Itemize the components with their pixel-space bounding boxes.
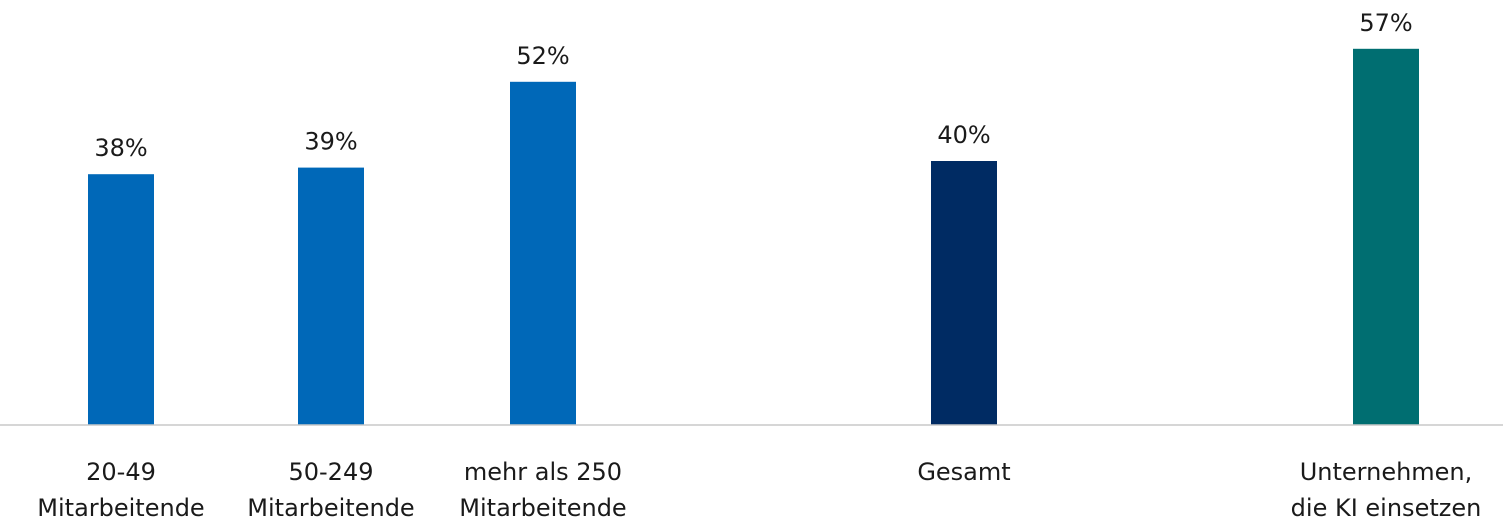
- bar-0: [88, 174, 154, 425]
- value-label-1: 39%: [304, 128, 357, 156]
- value-label-0: 38%: [94, 134, 147, 162]
- bar-4: [1353, 48, 1419, 426]
- category-label-3-line-0: Gesamt: [917, 458, 1010, 486]
- category-label-2-line-1: Mitarbeitende: [459, 494, 626, 522]
- category-label-2-line-0: mehr als 250: [464, 458, 622, 486]
- category-label-4-line-1: die KI einsetzen: [1291, 494, 1482, 522]
- bar-2: [510, 81, 576, 426]
- category-label-1-line-0: 50-249: [288, 458, 373, 486]
- category-label-0-line-0: 20-49: [86, 458, 156, 486]
- value-label-4: 57%: [1359, 9, 1412, 37]
- category-label-1-line-1: Mitarbeitende: [247, 494, 414, 522]
- category-label-0-line-1: Mitarbeitende: [37, 494, 204, 522]
- value-labels-group: 38% 39% 52% 40% 57%: [94, 9, 1412, 162]
- bar-1: [298, 167, 364, 425]
- value-label-2: 52%: [516, 42, 569, 70]
- bars-group: [88, 48, 1419, 426]
- category-labels-group: 20-49 Mitarbeitende 50-249 Mitarbeitende meh…: [37, 458, 1481, 522]
- category-label-4-line-0: Unternehmen,: [1300, 458, 1473, 486]
- bar-3: [931, 161, 997, 425]
- value-label-3: 40%: [937, 121, 990, 149]
